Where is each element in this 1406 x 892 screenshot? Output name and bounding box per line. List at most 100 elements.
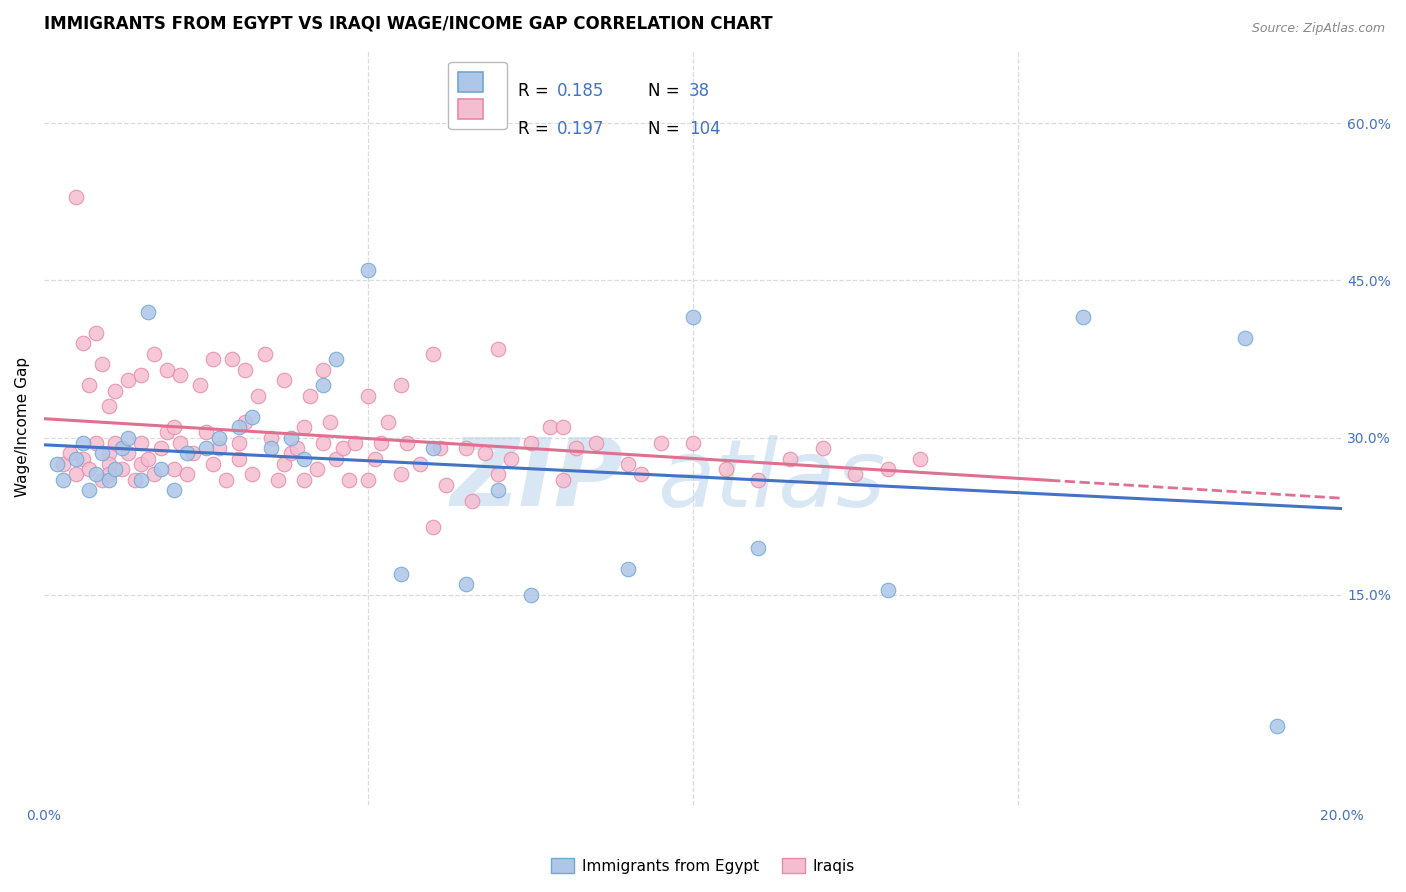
Point	[195, 441, 218, 455]
Point	[129, 368, 152, 382]
Point	[149, 462, 172, 476]
Point	[292, 451, 315, 466]
Point	[389, 467, 412, 482]
Point	[136, 305, 159, 319]
Point	[266, 473, 288, 487]
Text: 0.185: 0.185	[557, 82, 605, 100]
Point	[486, 483, 509, 497]
Point	[97, 473, 120, 487]
Point	[97, 457, 120, 471]
Point	[195, 425, 218, 440]
Point	[228, 420, 250, 434]
Legend: Immigrants from Egypt, Iraqis: Immigrants from Egypt, Iraqis	[546, 852, 860, 880]
Point	[84, 436, 107, 450]
Point	[163, 420, 186, 434]
Point	[52, 457, 75, 471]
Point	[280, 446, 302, 460]
Point	[714, 462, 737, 476]
Point	[45, 457, 67, 471]
Point	[240, 467, 263, 482]
Text: R =: R =	[517, 82, 554, 100]
Point	[111, 441, 134, 455]
Point	[72, 436, 94, 450]
Point	[422, 347, 444, 361]
Point	[181, 446, 204, 460]
Point	[682, 436, 704, 450]
Point	[104, 384, 127, 398]
Point	[214, 473, 236, 487]
Text: ZIP: ZIP	[451, 434, 624, 526]
Point	[273, 373, 295, 387]
Point	[318, 415, 340, 429]
Point	[72, 451, 94, 466]
Point	[389, 378, 412, 392]
Point	[292, 420, 315, 434]
Y-axis label: Wage/Income Gap: Wage/Income Gap	[15, 357, 30, 497]
Text: Source: ZipAtlas.com: Source: ZipAtlas.com	[1251, 22, 1385, 36]
Point	[280, 431, 302, 445]
Point	[422, 441, 444, 455]
Point	[208, 431, 231, 445]
Point	[332, 441, 354, 455]
Point	[65, 467, 87, 482]
Point	[233, 362, 256, 376]
Point	[747, 541, 769, 555]
Text: N =: N =	[648, 120, 685, 138]
Point	[79, 483, 101, 497]
Point	[104, 462, 127, 476]
Point	[344, 436, 367, 450]
Point	[163, 483, 186, 497]
Point	[84, 467, 107, 482]
Point	[228, 436, 250, 450]
Point	[409, 457, 432, 471]
Point	[312, 378, 335, 392]
Point	[325, 352, 347, 367]
Point	[844, 467, 866, 482]
Point	[156, 425, 179, 440]
Point	[117, 446, 139, 460]
Point	[143, 347, 166, 361]
Point	[233, 415, 256, 429]
Point	[136, 451, 159, 466]
Point	[630, 467, 652, 482]
Point	[79, 462, 101, 476]
Point	[454, 577, 477, 591]
Point	[129, 436, 152, 450]
Point	[682, 310, 704, 325]
Point	[84, 326, 107, 340]
Point	[910, 451, 932, 466]
Point	[260, 441, 283, 455]
Point	[169, 436, 191, 450]
Point	[228, 451, 250, 466]
Point	[486, 467, 509, 482]
Point	[337, 473, 360, 487]
Point	[312, 362, 335, 376]
Point	[779, 451, 801, 466]
Point	[247, 389, 270, 403]
Point	[1233, 331, 1256, 345]
Point	[553, 420, 575, 434]
Point	[357, 389, 380, 403]
Point	[91, 446, 114, 460]
Point	[876, 462, 898, 476]
Text: 38: 38	[689, 82, 710, 100]
Point	[585, 436, 607, 450]
Point	[312, 436, 335, 450]
Point	[305, 462, 328, 476]
Legend: , : ,	[449, 62, 506, 129]
Point	[117, 431, 139, 445]
Point	[129, 457, 152, 471]
Point	[538, 420, 561, 434]
Point	[747, 473, 769, 487]
Point	[72, 336, 94, 351]
Point	[143, 467, 166, 482]
Point	[111, 462, 134, 476]
Point	[553, 473, 575, 487]
Point	[389, 566, 412, 581]
Point	[97, 467, 120, 482]
Point	[396, 436, 419, 450]
Point	[176, 446, 198, 460]
Point	[104, 436, 127, 450]
Point	[52, 473, 75, 487]
Point	[221, 352, 243, 367]
